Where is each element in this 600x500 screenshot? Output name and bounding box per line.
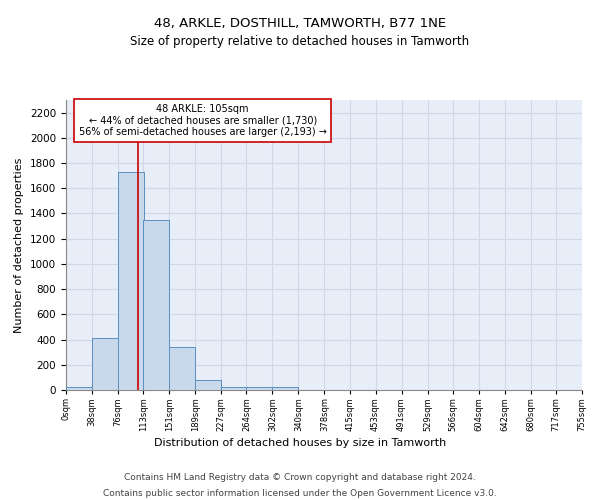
Text: Distribution of detached houses by size in Tamworth: Distribution of detached houses by size … [154, 438, 446, 448]
Text: 48, ARKLE, DOSTHILL, TAMWORTH, B77 1NE: 48, ARKLE, DOSTHILL, TAMWORTH, B77 1NE [154, 18, 446, 30]
Text: Contains HM Land Registry data © Crown copyright and database right 2024.: Contains HM Land Registry data © Crown c… [124, 472, 476, 482]
Bar [118, 172, 144, 390]
Bar [247, 388, 272, 390]
Bar [272, 388, 298, 390]
Text: Contains public sector information licensed under the Open Government Licence v3: Contains public sector information licen… [103, 489, 497, 498]
Bar [221, 387, 247, 390]
Bar [195, 380, 221, 390]
Text: Size of property relative to detached houses in Tamworth: Size of property relative to detached ho… [130, 35, 470, 48]
Text: 48 ARKLE: 105sqm
← 44% of detached houses are smaller (1,730)
56% of semi-detach: 48 ARKLE: 105sqm ← 44% of detached house… [79, 104, 326, 137]
Bar [143, 220, 169, 390]
Bar [66, 388, 92, 390]
Y-axis label: Number of detached properties: Number of detached properties [14, 158, 25, 332]
Bar [92, 338, 118, 390]
Bar [169, 347, 195, 390]
